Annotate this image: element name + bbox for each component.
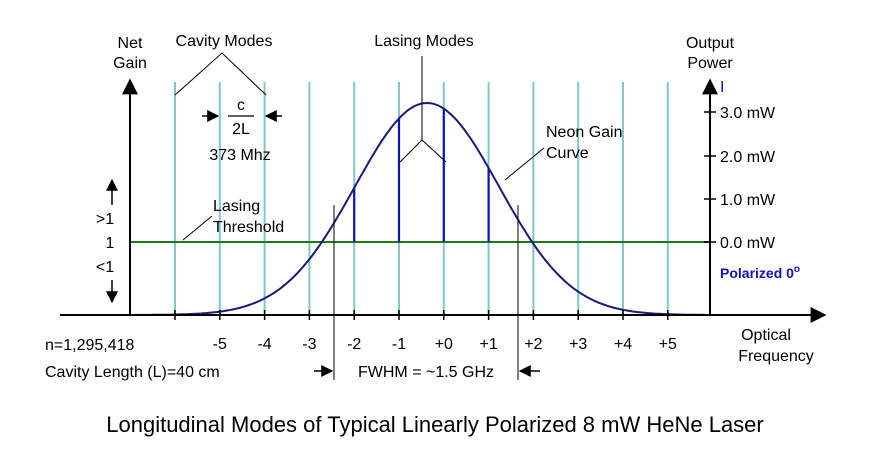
lasing-mode-lines <box>353 108 490 242</box>
output-power-title-line2: Power <box>687 55 733 72</box>
frequency-title-line1: Optical <box>741 327 791 344</box>
net-gain-title-line2: Gain <box>113 55 147 72</box>
output-power-title-line1: Output <box>686 35 735 52</box>
neon-gain-curve <box>135 101 705 316</box>
mode-label: -2 <box>347 336 361 353</box>
power-tick-0mw: 0.0 mW <box>720 235 776 252</box>
mode-label: +3 <box>569 336 587 353</box>
power-tick-2mw: 2.0 mW <box>720 149 776 166</box>
mode-label: +0 <box>435 336 453 353</box>
cavity-length: Cavity Length (L)=40 cm <box>45 364 220 381</box>
mode-label: +4 <box>614 336 632 353</box>
mode-number-labels: -5 -4 -3 -2 -1 +0 +1 +2 +3 +4 +5 <box>213 336 677 353</box>
lasing-modes-label: Lasing Modes <box>374 33 474 50</box>
threshold-label-line2: Threshold <box>213 219 284 236</box>
spacing-numerator: c <box>237 97 245 114</box>
power-tick-1mw: 1.0 mW <box>720 192 776 209</box>
mode-label: +1 <box>479 336 497 353</box>
mode-label: -5 <box>213 336 227 353</box>
neon-gain-label-line2: Curve <box>546 145 589 162</box>
gain-unity-label: 1 <box>106 235 115 252</box>
neon-gain-pointer <box>504 147 545 181</box>
lasing-modes-pointer <box>399 139 447 163</box>
diagram-title: Longitudinal Modes of Typical Linearly P… <box>106 412 764 437</box>
power-ticks <box>704 111 716 243</box>
fwhm-label: FWHM = ~1.5 GHz <box>358 364 494 381</box>
polarized-label: Polarized 0o <box>720 264 800 281</box>
frequency-title-line2: Frequency <box>738 348 814 365</box>
spacing-denominator: 2L <box>232 121 250 138</box>
gain-below-label: <1 <box>96 259 114 276</box>
threshold-pointer <box>182 215 213 241</box>
net-gain-title-line1: Net <box>118 35 143 52</box>
cavity-modes-label: Cavity Modes <box>176 33 273 50</box>
mode-label: -4 <box>257 336 271 353</box>
mode-count: n=1,295,418 <box>45 337 135 354</box>
spacing-value: 373 Mhz <box>209 147 270 164</box>
cavity-modes-pointer <box>174 52 267 96</box>
mode-label: +5 <box>659 336 677 353</box>
threshold-label-line1: Lasing <box>213 198 260 215</box>
neon-gain-label-line1: Neon Gain <box>546 124 623 141</box>
mode-label: +2 <box>524 336 542 353</box>
mode-label: -1 <box>392 336 406 353</box>
mode-label: -3 <box>302 336 316 353</box>
frequency-ticks <box>174 310 669 320</box>
power-tick-3mw: 3.0 mW <box>720 105 776 122</box>
gain-above-label: >1 <box>96 211 114 228</box>
power-marker: I <box>720 79 724 96</box>
